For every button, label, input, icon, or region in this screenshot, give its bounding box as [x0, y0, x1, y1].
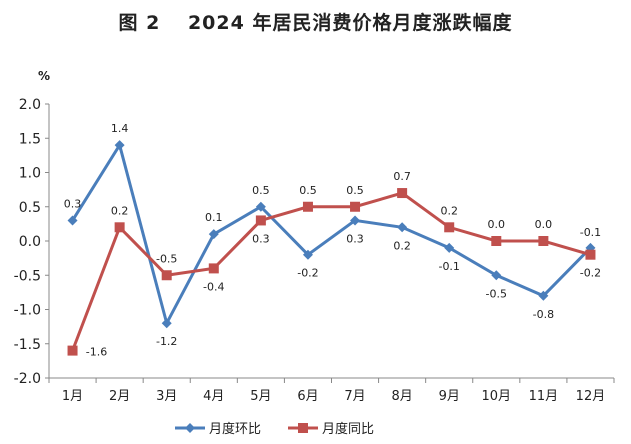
data-label: 0.0 — [535, 218, 553, 231]
data-label: -0.5 — [486, 287, 507, 300]
data-label: 0.2 — [111, 204, 129, 217]
x-tick-label: 1月 — [62, 389, 83, 404]
legend-label: 月度同比 — [322, 421, 374, 437]
data-label: 0.3 — [64, 197, 82, 210]
data-point-square — [350, 201, 361, 212]
x-tick-label: 9月 — [439, 389, 460, 404]
data-point-diamond — [397, 222, 408, 233]
data-point-diamond — [444, 242, 455, 253]
data-label: 0.2 — [440, 204, 458, 217]
data-label: -0.2 — [297, 267, 318, 280]
data-point-square — [444, 222, 455, 233]
data-label: 0.3 — [346, 232, 364, 245]
x-tick-label: 11月 — [529, 389, 559, 404]
data-label: -0.2 — [580, 267, 601, 280]
y-tick-label: 1.0 — [19, 166, 41, 182]
y-tick-label: 0.5 — [19, 200, 41, 216]
y-tick-label: -2.0 — [14, 371, 41, 387]
data-point-square — [585, 249, 596, 260]
chart-title: 图 2 2024 年居民消费价格月度涨跌幅度 — [118, 12, 513, 34]
data-label: 0.7 — [393, 170, 411, 183]
y-tick-label: 2.0 — [19, 97, 41, 113]
data-label: -1.2 — [156, 335, 177, 348]
data-label: -0.5 — [156, 252, 177, 265]
data-label: -0.8 — [533, 308, 554, 321]
data-point-diamond — [255, 201, 266, 212]
x-tick-label: 5月 — [250, 389, 271, 404]
data-point-square — [255, 215, 266, 226]
legend-label: 月度环比 — [209, 421, 261, 437]
data-label: 0.2 — [393, 239, 411, 252]
data-point-square — [114, 222, 125, 233]
data-label: 0.1 — [205, 211, 223, 224]
x-tick-label: 3月 — [156, 389, 177, 404]
data-label: -0.1 — [438, 260, 459, 273]
data-point-diamond — [208, 229, 219, 240]
data-label: 0.3 — [252, 232, 270, 245]
y-axis-unit: % — [38, 69, 50, 83]
data-label: 1.4 — [111, 122, 129, 135]
data-point-square — [208, 263, 219, 274]
y-tick-label: -1.0 — [14, 303, 41, 319]
x-tick-label: 2月 — [109, 389, 130, 404]
data-point-diamond — [67, 215, 78, 226]
x-tick-label: 10月 — [482, 389, 512, 404]
data-point-diamond — [491, 270, 502, 281]
data-label: 0.5 — [346, 184, 364, 197]
data-point-square — [302, 201, 313, 212]
data-point-diamond — [350, 215, 361, 226]
legend-marker-square — [298, 423, 308, 433]
y-tick-label: -1.5 — [14, 337, 41, 353]
data-point-square — [491, 236, 502, 246]
x-tick-label: 8月 — [391, 389, 412, 404]
data-label: -0.4 — [203, 280, 224, 293]
series-line-1 — [71, 141, 592, 328]
data-point-diamond — [161, 318, 172, 329]
data-label: -1.6 — [86, 346, 107, 359]
data-label: 0.0 — [488, 218, 506, 231]
x-tick-label: 6月 — [297, 389, 318, 404]
data-point-diamond — [538, 290, 549, 301]
data-point-square — [397, 188, 408, 199]
x-tick-label: 12月 — [576, 389, 606, 404]
x-tick-label: 4月 — [203, 389, 224, 404]
data-point-diamond — [302, 249, 313, 260]
data-label: 0.5 — [299, 184, 317, 197]
data-label: 0.5 — [252, 184, 270, 197]
legend-marker-diamond — [185, 423, 195, 433]
data-label: -0.1 — [580, 226, 601, 239]
series-line-2 — [71, 191, 591, 352]
y-tick-label: -0.5 — [14, 268, 41, 284]
y-tick-label: 1.5 — [19, 131, 41, 147]
y-tick-label: 0.0 — [19, 234, 41, 250]
x-tick-label: 7月 — [344, 389, 365, 404]
data-point-square — [161, 270, 172, 281]
data-point-square — [538, 236, 549, 246]
data-point-square — [67, 345, 78, 356]
data-point-diamond — [114, 140, 125, 151]
